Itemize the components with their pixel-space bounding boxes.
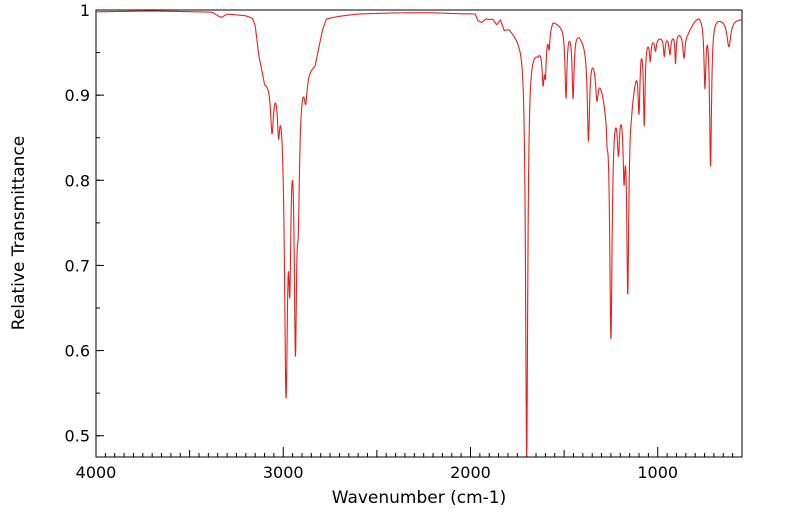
y-tick-label: 1 <box>80 1 90 20</box>
x-axis-ticks: 4000 3000 2000 1000 <box>76 447 678 482</box>
y-tick-label: 0.5 <box>65 427 90 446</box>
x-tick-label: 1000 <box>637 463 678 482</box>
x-axis-label: Wavenumber (cm-1) <box>332 488 507 508</box>
y-tick-label: 0.8 <box>65 171 90 190</box>
x-tick-label: 4000 <box>76 463 117 482</box>
spectrum-line <box>95 10 743 456</box>
y-tick-label: 0.6 <box>65 342 90 361</box>
y-axis-label: Relative Transmittance <box>9 136 29 331</box>
y-axis-ticks: 1 0.9 0.8 0.7 0.6 0.5 <box>65 1 104 446</box>
x-tick-label: 3000 <box>263 463 304 482</box>
plot-frame <box>95 9 743 458</box>
x-minor-ticks <box>104 450 734 457</box>
y-tick-label: 0.9 <box>65 86 90 105</box>
x-tick-label: 2000 <box>450 463 491 482</box>
y-tick-label: 0.7 <box>65 256 90 275</box>
